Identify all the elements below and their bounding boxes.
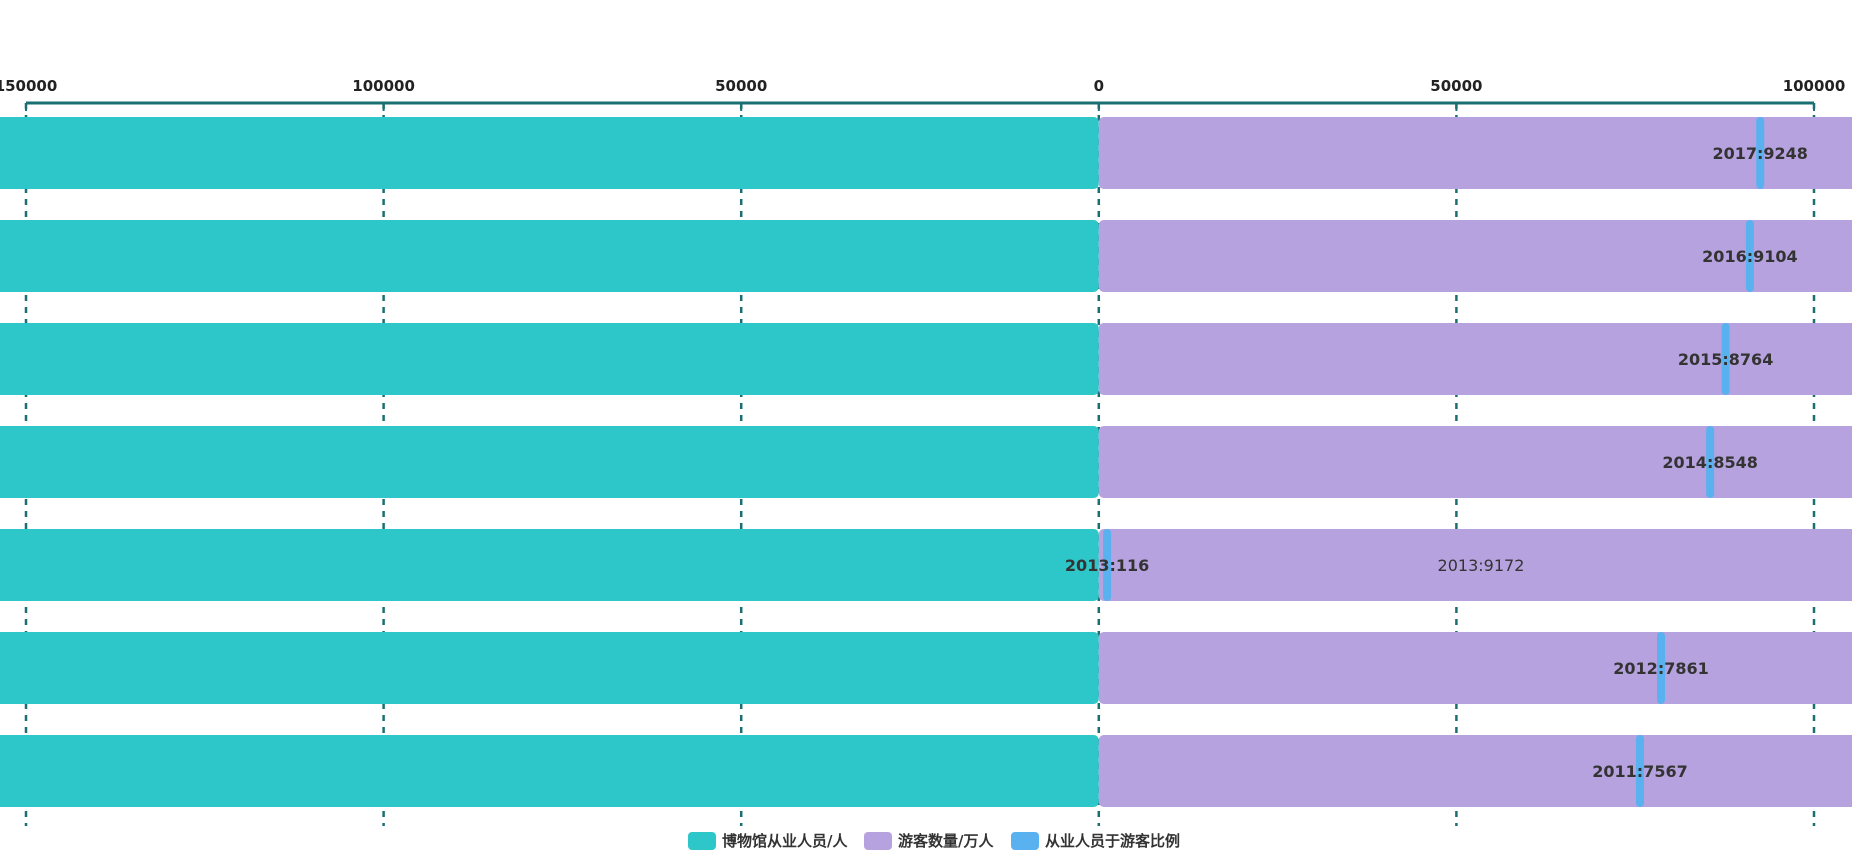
legend-label-2: 从业人员于游客比例 — [1045, 832, 1180, 850]
bar-visitors-2014 — [1098, 426, 1852, 498]
bar-ratio-2012 — [1657, 632, 1666, 704]
legend: 博物馆从业人员/人 游客数量/万人 从业人员于游客比例 — [688, 832, 1180, 850]
x-tick-label: 50000 — [1430, 77, 1482, 95]
x-axis: 150000 100000 50000 0 50000 100000 — [0, 77, 1845, 111]
bar-staff-2017 — [0, 117, 1099, 189]
bar-ratio-2011 — [1635, 735, 1644, 807]
bar-ratio-2015 — [1721, 323, 1730, 395]
bar-staff-2012 — [0, 632, 1099, 704]
legend-swatch-0 — [688, 832, 716, 850]
label-ratio-2011: 2011:7567 — [1592, 762, 1687, 781]
bar-visitors-2013 — [1098, 529, 1852, 601]
bar-ratio-2014 — [1706, 426, 1715, 498]
bar-visitors-2016 — [1098, 220, 1852, 292]
bar-ratio-2013 — [1103, 529, 1112, 601]
x-tick-label: 150000 — [0, 77, 57, 95]
legend-label-0: 博物馆从业人员/人 — [722, 832, 848, 850]
legend-swatch-1 — [864, 832, 892, 850]
bar-ratio-2016 — [1745, 220, 1754, 292]
bar-staff-2016 — [0, 220, 1099, 292]
bar-staff-2011 — [0, 735, 1099, 807]
bar-ratio-2017 — [1756, 117, 1765, 189]
bar-staff-2015 — [0, 323, 1099, 395]
bar-staff-2014 — [0, 426, 1099, 498]
legend-swatch-2 — [1011, 832, 1039, 850]
x-tick-label: 50000 — [715, 77, 767, 95]
bar-staff-2013 — [0, 529, 1099, 601]
bar-visitors-2015 — [1098, 323, 1852, 395]
label-ratio-2012: 2012:7861 — [1613, 659, 1708, 678]
bar-labels: 2017:1050752017:971722017:92482016:93437… — [1065, 144, 1808, 781]
label-visitors-2013: 2013:9172 — [1438, 556, 1525, 575]
x-tick-label: 100000 — [352, 77, 415, 95]
legend-label-1: 游客数量/万人 — [898, 832, 994, 850]
x-tick-label: 100000 — [1783, 77, 1846, 95]
label-ratio-2016: 2016:9104 — [1702, 247, 1797, 266]
label-ratio-2014: 2014:8548 — [1662, 453, 1757, 472]
bar-visitors-2011 — [1098, 735, 1852, 807]
bars — [0, 117, 1852, 807]
x-tick-label: 0 — [1094, 77, 1104, 95]
bar-visitors-2012 — [1098, 632, 1852, 704]
label-ratio-2015: 2015:8764 — [1678, 350, 1773, 369]
label-ratio-2013: 2013:116 — [1065, 556, 1149, 575]
bar-visitors-2017 — [1098, 117, 1852, 189]
label-ratio-2017: 2017:9248 — [1712, 144, 1807, 163]
